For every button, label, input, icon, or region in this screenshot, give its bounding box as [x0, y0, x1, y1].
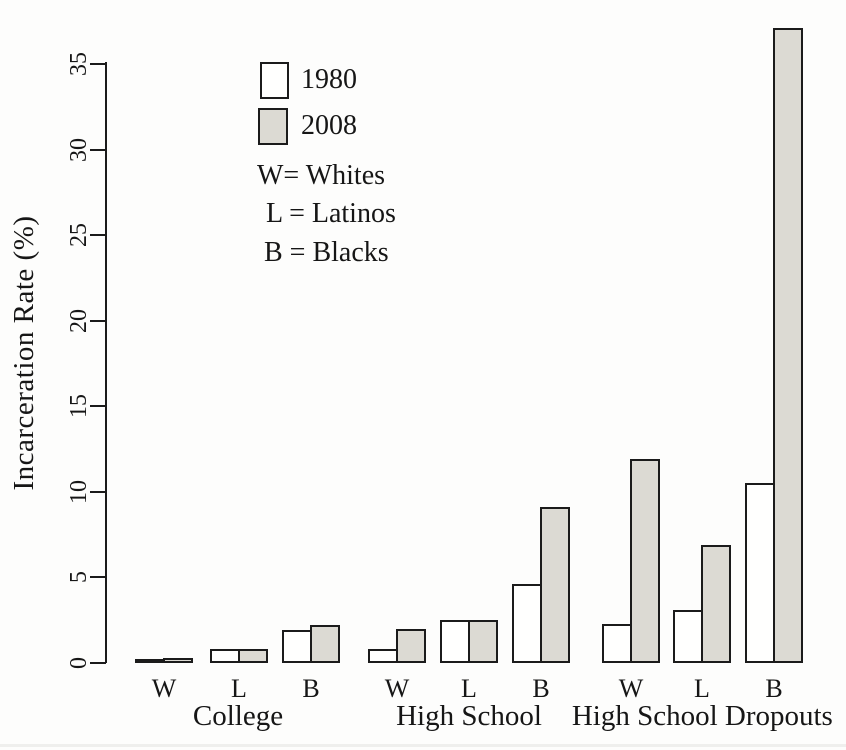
- y-tick-30: [90, 148, 106, 151]
- page-edge-artifact: [0, 744, 846, 747]
- group-label-high-school: High School: [396, 700, 542, 732]
- bar-1980-high-school-dropouts-b: [745, 483, 775, 663]
- y-tick-25: [90, 234, 106, 237]
- bar-2008-high-school-dropouts-w: [630, 459, 660, 663]
- y-axis-title: Incarceration Rate (%): [8, 215, 40, 491]
- y-axis-line: [105, 62, 107, 663]
- y-tick-label-20: 20: [66, 308, 92, 333]
- legend-swatch-2008: [258, 108, 288, 145]
- category-label-high-school-w: W: [384, 674, 410, 703]
- bar-1980-high-school-dropouts-l: [673, 609, 703, 663]
- legend-key-latinos: L = Latinos: [266, 198, 396, 229]
- bar-2008-college-b: [310, 625, 340, 663]
- y-tick-label-5: 5: [66, 571, 92, 584]
- bar-2008-high-school-b: [540, 507, 570, 663]
- y-tick-label-15: 15: [66, 394, 92, 419]
- y-tick-label-30: 30: [66, 137, 92, 162]
- y-tick-0: [90, 662, 106, 664]
- y-tick-15: [90, 405, 106, 408]
- bar-1980-high-school-w: [368, 649, 398, 663]
- bar-2008-high-school-l: [468, 620, 498, 663]
- bar-1980-college-w: [135, 659, 165, 663]
- y-tick-label-0: 0: [66, 657, 92, 669]
- y-tick-label-10: 10: [66, 479, 92, 504]
- y-tick-label-25: 25: [66, 223, 92, 248]
- y-tick-20: [90, 319, 106, 322]
- bar-2008-college-w: [163, 657, 193, 663]
- category-label-college-b: B: [302, 674, 320, 703]
- legend-swatch-1980: [260, 62, 289, 99]
- category-label-high-school-dropouts-l: L: [694, 674, 710, 703]
- category-label-high-school-l: L: [461, 674, 477, 703]
- bar-1980-high-school-l: [440, 620, 470, 663]
- bar-2008-high-school-dropouts-b: [773, 28, 803, 663]
- category-label-high-school-b: B: [532, 674, 550, 703]
- bar-1980-high-school-dropouts-w: [602, 623, 632, 663]
- y-tick-label-35: 35: [66, 52, 92, 76]
- category-label-high-school-dropouts-w: W: [618, 674, 644, 703]
- bar-1980-college-l: [210, 649, 240, 663]
- category-label-college-w: W: [151, 674, 177, 703]
- legend-key-whites: W= Whites: [257, 160, 386, 191]
- category-label-high-school-dropouts-b: B: [765, 674, 783, 703]
- group-label-high-school-dropouts: High School Dropouts: [571, 700, 833, 732]
- legend-label-1980: 1980: [301, 64, 357, 95]
- y-tick-35: [90, 63, 106, 65]
- legend-key-blacks: B = Blacks: [264, 237, 389, 268]
- group-label-college: College: [192, 700, 284, 732]
- bar-2008-college-l: [238, 649, 268, 663]
- category-label-college-l: L: [231, 674, 247, 703]
- bar-1980-high-school-b: [512, 584, 542, 663]
- bar-2008-high-school-dropouts-l: [701, 544, 731, 663]
- legend-label-2008: 2008: [301, 110, 357, 141]
- y-tick-5: [90, 576, 106, 579]
- bar-1980-college-b: [282, 630, 312, 663]
- bar-2008-high-school-w: [396, 628, 426, 663]
- y-tick-10: [90, 490, 106, 493]
